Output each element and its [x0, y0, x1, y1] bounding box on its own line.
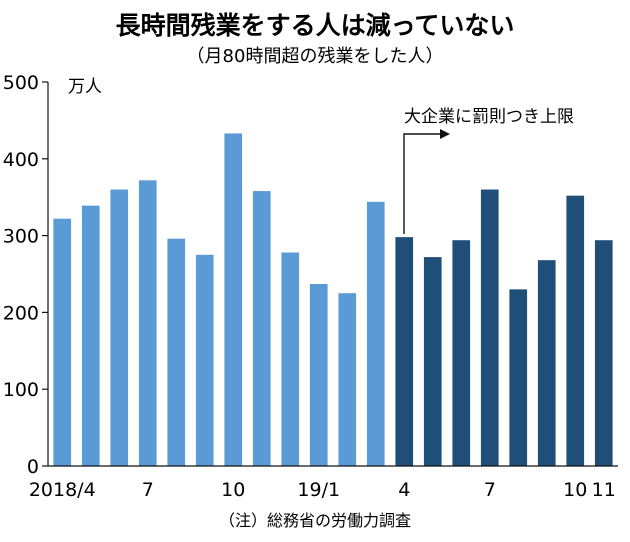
bar	[195, 254, 214, 466]
x-tick-label: 4	[398, 479, 410, 501]
chart-subtitle: （月80時間超の残業をした人）	[187, 46, 444, 67]
x-tick-label: 19/1	[297, 479, 340, 501]
bar	[138, 180, 157, 466]
y-tick-label: 0	[27, 456, 39, 478]
bar	[509, 289, 528, 466]
bar	[537, 260, 556, 466]
annotation: 大企業に罰則つき上限	[403, 107, 574, 234]
bar	[452, 240, 471, 466]
bar	[110, 189, 129, 466]
bar	[594, 240, 613, 466]
bar	[81, 205, 100, 466]
annotation-arrow	[403, 133, 440, 234]
x-tick-label: 10	[221, 479, 245, 501]
y-axis: 0 100 200 300 400 500	[3, 72, 49, 478]
y-tick-label: 300	[3, 226, 39, 248]
x-axis: 2018/4 7 10 19/1 4 7 10 11	[29, 465, 618, 501]
y-tick-label: 100	[3, 379, 39, 401]
bar	[252, 191, 271, 466]
x-tick-label: 2018/4	[29, 479, 96, 501]
y-tick-label: 400	[3, 149, 39, 171]
annotation-label: 大企業に罰則つき上限	[404, 107, 574, 127]
y-tick-label: 200	[3, 302, 39, 324]
bar	[566, 195, 585, 466]
bar	[395, 237, 414, 466]
x-tick-label: 10	[563, 479, 587, 501]
source-note: （注）総務省の労働力調査	[219, 511, 411, 530]
x-tick-label: 7	[142, 479, 154, 501]
bar	[309, 283, 328, 466]
bar	[281, 252, 300, 466]
unit-label: 万人	[68, 77, 102, 97]
x-tick-label: 11	[592, 479, 616, 501]
bar	[167, 238, 186, 466]
y-tick-label: 500	[3, 72, 39, 94]
bar	[224, 133, 243, 466]
chart-title: 長時間残業をする人は減っていない	[116, 11, 515, 40]
bar	[366, 201, 385, 467]
bars	[53, 133, 613, 467]
bar	[480, 189, 499, 466]
x-tick-label: 7	[484, 479, 496, 501]
bar	[423, 257, 442, 466]
bar	[338, 293, 357, 466]
bar	[53, 218, 72, 466]
annotation-arrowhead	[440, 129, 450, 139]
